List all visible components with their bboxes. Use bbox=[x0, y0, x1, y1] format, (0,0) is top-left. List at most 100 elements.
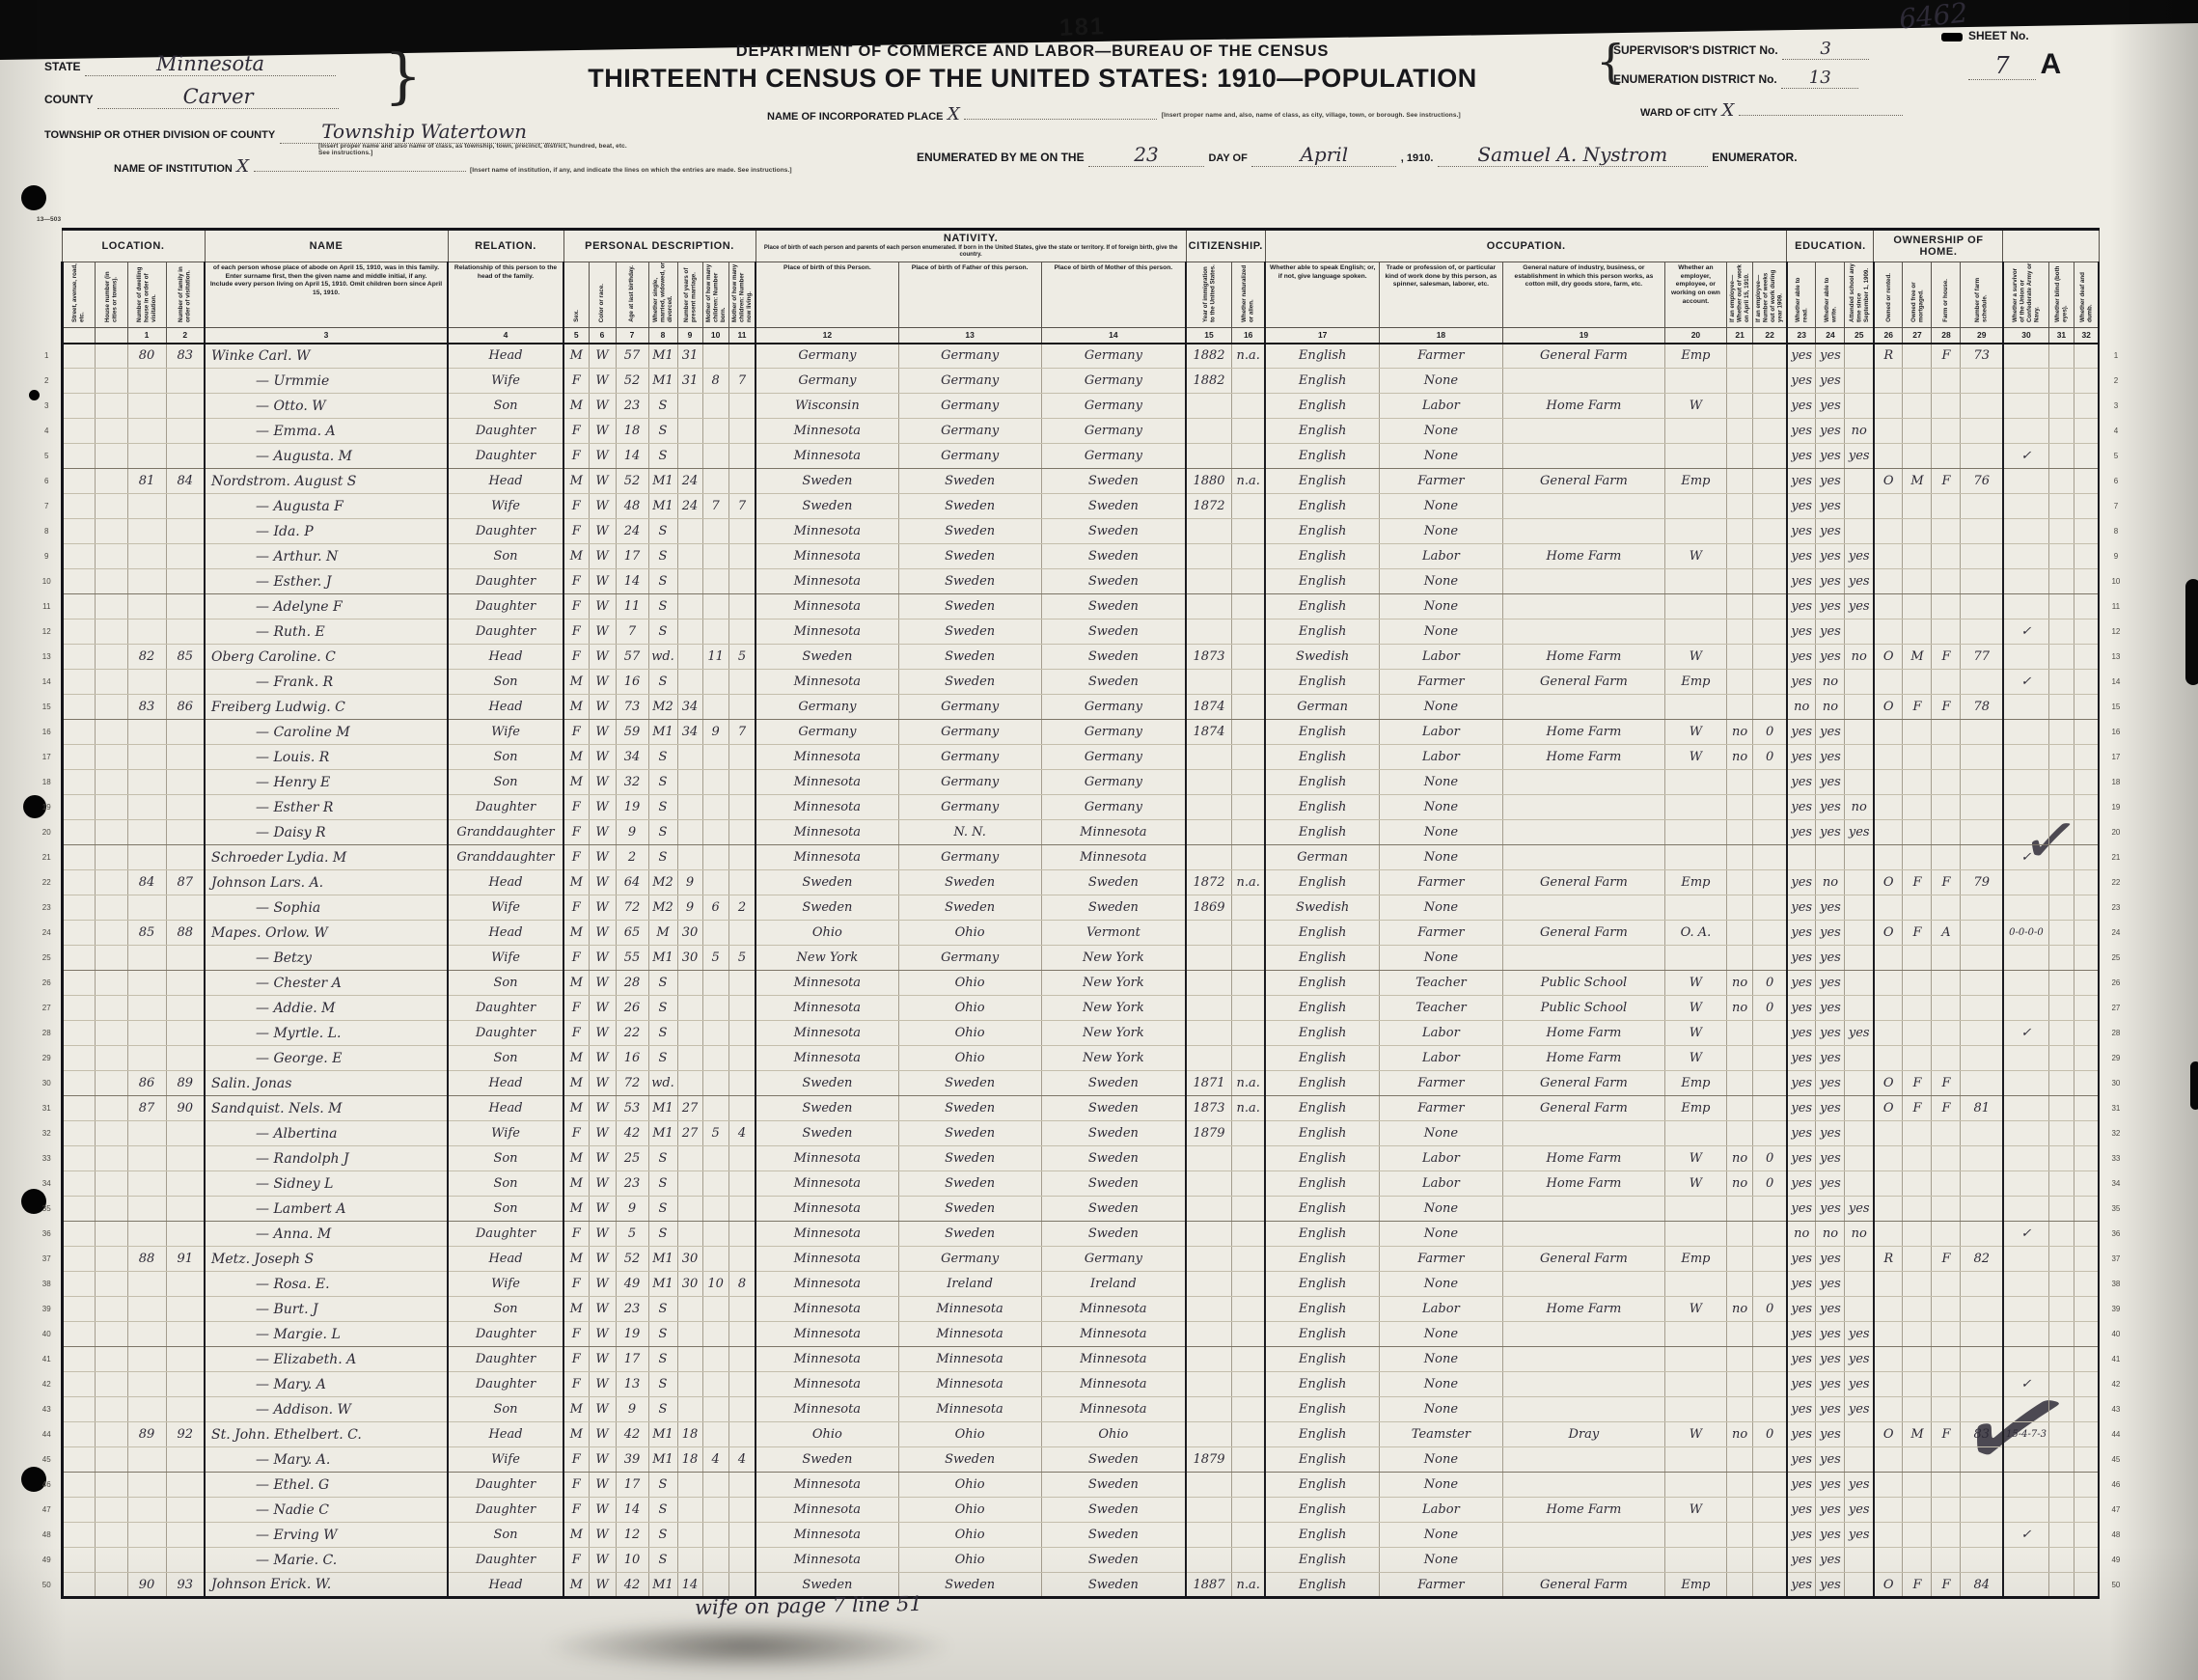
cell bbox=[1186, 518, 1232, 544]
cell bbox=[1231, 568, 1267, 594]
cell: 30 bbox=[41, 1079, 51, 1088]
cell: 7 bbox=[728, 493, 757, 519]
cell bbox=[2074, 694, 2101, 720]
cell: S bbox=[648, 1346, 678, 1372]
cell: yes bbox=[1815, 794, 1846, 820]
cell: W bbox=[589, 1020, 617, 1046]
census-row: 45— Mary. A. Wife F W 39 M1 18 4 4 Sweden Sweden Sw… bbox=[33, 1446, 2131, 1473]
cell bbox=[2048, 368, 2074, 394]
cell: None bbox=[1379, 1196, 1503, 1222]
cell: English bbox=[1265, 1472, 1380, 1498]
year-label: , 1910. bbox=[1400, 152, 1434, 164]
cell: Minnesota bbox=[1041, 1346, 1188, 1372]
cell bbox=[2048, 418, 2074, 444]
cell bbox=[1752, 343, 1788, 369]
census-row: 27— Addie. M Daughter F W 26 S Minnesota Ohio Ne… bbox=[33, 995, 2131, 1021]
cell bbox=[1752, 669, 1788, 695]
cell: 0 bbox=[1752, 744, 1788, 770]
cell: 10 bbox=[616, 1547, 649, 1573]
cell: W bbox=[1664, 1170, 1727, 1197]
census-row: 11— Adelyne F Daughter F W 11 S Minnesota Swede… bbox=[33, 593, 2131, 620]
cell bbox=[677, 1472, 703, 1498]
census-row: 46— Ethel. G Daughter F W 17 S Minnesota Ohio Sw… bbox=[33, 1472, 2131, 1498]
cell bbox=[1186, 1271, 1232, 1297]
cell: F bbox=[1931, 869, 1962, 895]
brace-glyph: { bbox=[1596, 35, 1626, 89]
cell: Sweden bbox=[756, 493, 899, 519]
column-header: Street, avenue, road, etc. bbox=[60, 262, 96, 328]
cell bbox=[1231, 1120, 1267, 1146]
cell bbox=[677, 1497, 703, 1523]
column-number: 28 bbox=[1931, 327, 1962, 344]
cell: 33 bbox=[2111, 1154, 2121, 1163]
cell: Minnesota bbox=[756, 1045, 899, 1071]
cell bbox=[1502, 1446, 1665, 1473]
cell: 79 bbox=[1960, 869, 2004, 895]
cell: F bbox=[563, 1346, 590, 1372]
cell: None bbox=[1379, 1522, 1503, 1548]
cell: Emp bbox=[1664, 1095, 1727, 1121]
cell: 30 bbox=[677, 920, 703, 946]
cell: 8 bbox=[2113, 527, 2119, 536]
cell bbox=[2048, 1070, 2074, 1096]
cell: 16 bbox=[2111, 728, 2121, 736]
cell: 28 bbox=[41, 1029, 51, 1037]
cell bbox=[702, 1396, 729, 1422]
cell: S bbox=[648, 1371, 678, 1397]
cell: None bbox=[1379, 819, 1503, 845]
cell: Head bbox=[448, 644, 564, 670]
cell: New York bbox=[1041, 1045, 1188, 1071]
cell: Public School bbox=[1502, 995, 1665, 1021]
cell: M2 bbox=[648, 895, 678, 921]
cell bbox=[1844, 1095, 1875, 1121]
cell bbox=[2074, 644, 2101, 670]
cell: 26 bbox=[41, 978, 51, 987]
cell bbox=[127, 1145, 167, 1171]
cell bbox=[2048, 468, 2074, 494]
cell: Minnesota bbox=[756, 995, 899, 1021]
cell: W bbox=[589, 844, 617, 870]
cell bbox=[1960, 794, 2004, 820]
cell bbox=[1960, 1296, 2004, 1322]
cell: 77 bbox=[1960, 644, 2004, 670]
cell bbox=[1873, 970, 1904, 996]
cell: 4 bbox=[728, 1446, 757, 1473]
cell: 87 bbox=[127, 1095, 167, 1121]
cell: no bbox=[1726, 1296, 1754, 1322]
cell bbox=[1844, 1246, 1875, 1272]
cell bbox=[1726, 844, 1754, 870]
cell bbox=[166, 1271, 206, 1297]
cell bbox=[1902, 844, 1933, 870]
cell: yes bbox=[1815, 368, 1846, 394]
cell bbox=[2074, 1271, 2101, 1297]
cell: Labor bbox=[1379, 1170, 1503, 1197]
cell: 45 bbox=[2111, 1455, 2121, 1464]
cell bbox=[1186, 1045, 1232, 1071]
cell bbox=[2002, 493, 2049, 519]
cell: ✓ bbox=[2002, 443, 2049, 469]
cell bbox=[95, 343, 128, 369]
cell bbox=[728, 1421, 757, 1447]
cell: Sweden bbox=[1041, 895, 1188, 921]
cell bbox=[2048, 1396, 2074, 1422]
cell bbox=[2048, 694, 2074, 720]
cell: Home Farm bbox=[1502, 1045, 1665, 1071]
cell bbox=[1902, 1120, 1933, 1146]
cell: None bbox=[1379, 1547, 1503, 1573]
cell bbox=[1231, 719, 1267, 745]
cell bbox=[166, 1045, 206, 1071]
cell: 81 bbox=[127, 468, 167, 494]
cell bbox=[1873, 1271, 1904, 1297]
cell: yes bbox=[1786, 669, 1817, 695]
cell: yes bbox=[1786, 368, 1817, 394]
cell: 2 bbox=[2113, 376, 2119, 385]
cell: 25 bbox=[2111, 953, 2121, 962]
cell bbox=[1902, 1497, 1933, 1523]
cell: Farmer bbox=[1379, 468, 1503, 494]
cell bbox=[95, 1070, 128, 1096]
cell: None bbox=[1379, 418, 1503, 444]
cell: F bbox=[1902, 1070, 1933, 1096]
cell bbox=[2048, 895, 2074, 921]
cell: Son bbox=[448, 744, 564, 770]
cell: 37 bbox=[2111, 1254, 2121, 1263]
